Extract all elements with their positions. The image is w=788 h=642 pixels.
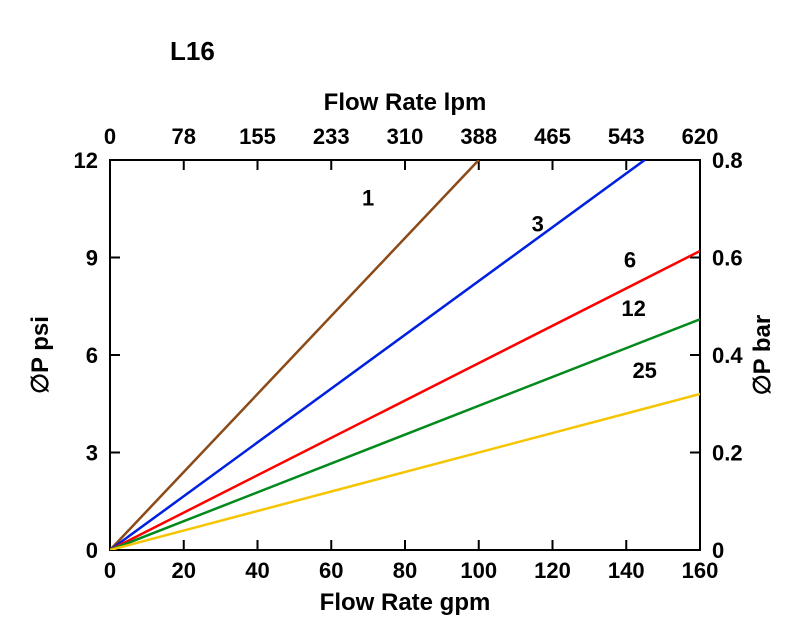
x-bottom-tick-label: 140 [608,558,645,583]
series-line-12 [110,319,700,550]
x-top-tick-label: 155 [239,124,276,149]
series-label-25: 25 [632,358,656,383]
y-left-tick-label: 9 [86,246,98,271]
series-label-1: 1 [362,186,374,211]
y-right-axis-title: ∅P bar [749,315,776,396]
x-top-tick-label: 0 [104,124,116,149]
x-bottom-tick-label: 120 [534,558,571,583]
series-group [110,160,700,550]
x-top-tick-label: 310 [387,124,424,149]
x-top-tick-label: 620 [682,124,719,149]
x-bottom-tick-label: 80 [393,558,417,583]
x-bottom-tick-label: 0 [104,558,116,583]
series-line-3 [110,160,645,550]
y-left-tick-label: 0 [86,538,98,563]
x-top-tick-label: 78 [172,124,196,149]
series-line-1 [110,160,479,550]
series-label-12: 12 [621,296,645,321]
y-left-tick-label: 12 [74,148,98,173]
chart-container: 020406080100120140160Flow Rate gpm078155… [0,0,788,642]
x-bottom-tick-label: 100 [460,558,497,583]
x-top-tick-label: 233 [313,124,350,149]
x-bottom-tick-label: 60 [319,558,343,583]
x-bottom-tick-label: 40 [245,558,269,583]
x-top-tick-label: 465 [534,124,571,149]
y-right-tick-label: 0.2 [712,441,743,466]
y-right-tick-label: 0.8 [712,148,743,173]
x-top-tick-label: 543 [608,124,645,149]
series-label-6: 6 [624,247,636,272]
y-right-tick-label: 0.4 [712,343,743,368]
y-right-tick-label: 0.6 [712,246,743,271]
y-left-tick-label: 3 [86,441,98,466]
x-bottom-tick-label: 20 [172,558,196,583]
series-line-6 [110,251,700,550]
x-bottom-axis-title: Flow Rate gpm [320,589,491,616]
y-left-tick-label: 6 [86,343,98,368]
chart-title: L16 [170,36,215,66]
y-left-axis-title: ∅P psi [27,316,54,394]
x-top-axis-title: Flow Rate lpm [324,89,487,116]
pressure-drop-chart: 020406080100120140160Flow Rate gpm078155… [0,0,788,642]
series-label-3: 3 [532,212,544,237]
y-right-tick-label: 0 [712,538,724,563]
series-line-25 [110,394,700,550]
x-top-tick-label: 388 [460,124,497,149]
